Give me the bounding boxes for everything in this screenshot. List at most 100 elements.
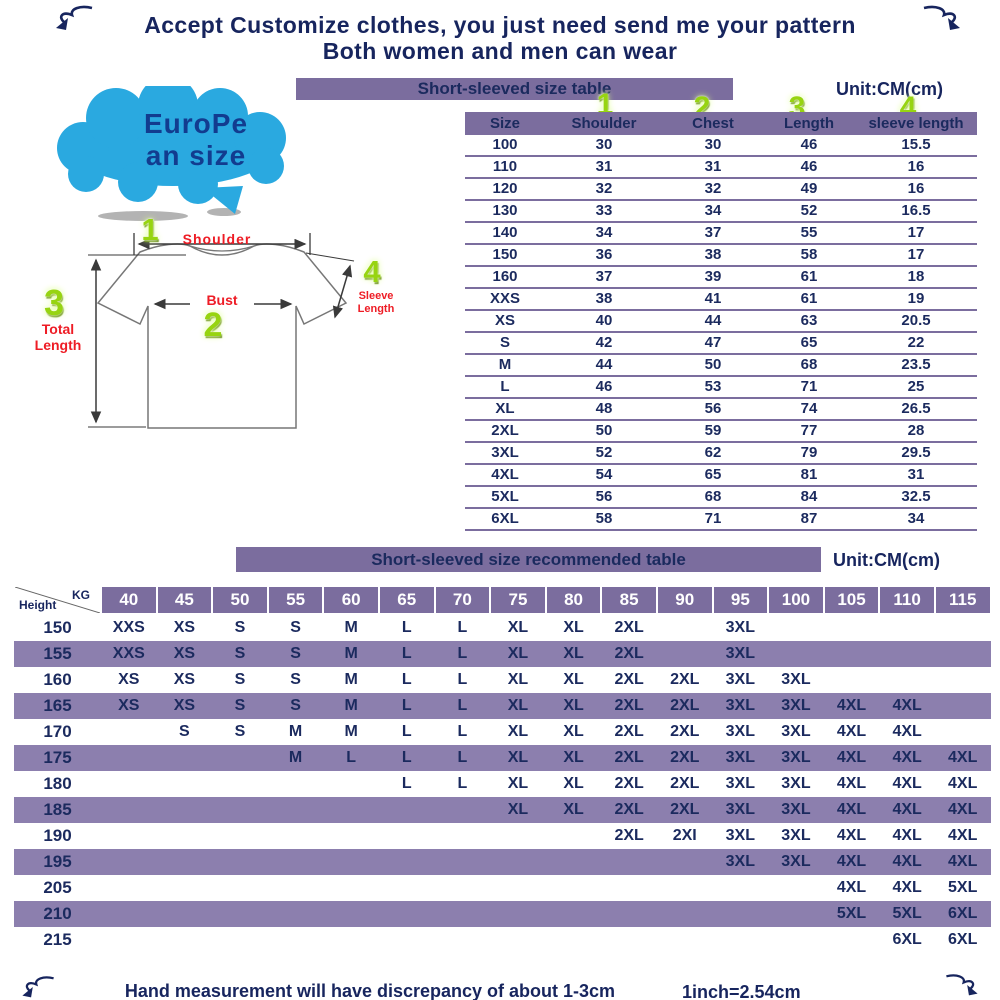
size-table-cell: 81 <box>763 464 855 487</box>
size-table-cell: 49 <box>763 178 855 201</box>
recommend-size-cell: L <box>434 693 491 719</box>
recommend-size-cell: 2XL <box>614 827 644 844</box>
recommend-size-cell: XS <box>101 693 157 719</box>
recommend-table-row: 205 4XL 4XL 5XL <box>14 875 991 901</box>
size-table-cell: 37 <box>663 222 763 245</box>
recommend-size-cell <box>101 719 157 745</box>
recommend-size-cell: XL <box>563 723 584 740</box>
recommend-table-row: 190 2XL 2XI 3XL 3XL 4XL 4XL 4XL <box>14 823 991 849</box>
size-table-cell: XXS <box>465 288 545 311</box>
recommend-size-cell: S <box>234 723 246 740</box>
recommend-size-cell <box>101 875 157 901</box>
recommend-size-cell <box>824 927 880 953</box>
height-label-cell: 165 <box>14 693 101 719</box>
recommend-size-cell <box>435 875 491 901</box>
recommend-size-cell: XL <box>545 797 602 823</box>
height-label-cell: 175 <box>14 745 101 771</box>
size-table-cell: 16 <box>855 178 977 201</box>
weight-header-cell: 75 <box>489 585 547 615</box>
recommend-table-row: 150 XXS XS S S M L L XL XL 2XL 3XL <box>14 614 991 641</box>
size-table-cell: 65 <box>763 332 855 355</box>
recommend-size-cell: 2XL <box>670 723 700 740</box>
recommend-size-cell: 3XL <box>725 619 755 636</box>
total-length-label-line2: Length <box>34 337 82 353</box>
size-col-header: Size <box>465 112 545 135</box>
recommend-size-cell <box>713 875 769 901</box>
recommend-size-cell: M <box>323 693 379 719</box>
recommend-size-cell <box>435 823 491 849</box>
recommend-size-cell <box>768 901 824 927</box>
recommend-size-cell: 4XL <box>934 797 991 823</box>
recommend-size-cell: XL <box>507 775 529 792</box>
recommend-table-row: 175 M L L L XL XL 2XL 2XL 3XL 3XL 4XL 4XL 4XL <box>14 745 991 771</box>
recommend-size-cell: 5XL <box>879 901 935 927</box>
size-table-cell: 41 <box>663 288 763 311</box>
recommend-size-cell <box>267 797 324 823</box>
size-table-cell: 62 <box>663 442 763 465</box>
size-table-cell: 130 <box>465 200 545 223</box>
recommend-size-cell: S <box>234 671 246 688</box>
recommend-size-cell: 3XL <box>768 797 824 823</box>
height-label-cell: 210 <box>14 901 101 927</box>
recommend-size-cell <box>379 823 435 849</box>
recommend-table-row: 155 XXS XS S S M L L XL XL 2XL 3XL <box>14 641 991 667</box>
recommend-size-cell: 2XL <box>601 693 657 719</box>
size-table-cell: 79 <box>763 442 855 465</box>
shoulder-col-header: Shoulder <box>545 112 663 135</box>
cloud-text-line1: EuroPe <box>143 108 249 139</box>
recommend-size-cell: 3XL <box>725 827 755 844</box>
recommend-size-cell: 3XL <box>712 849 769 875</box>
recommend-table-row: 170 S S M M L L XL XL 2XL 2XL 3XL 3XL 4XL 4XL <box>14 719 991 745</box>
recommend-size-cell: 4XL <box>823 849 880 875</box>
recommend-size-cell: 2XL <box>614 775 644 792</box>
recommend-size-cell <box>824 614 880 641</box>
recommend-size-cell: L <box>323 745 379 771</box>
size-table-cell: 77 <box>763 420 855 443</box>
recommend-size-cell <box>768 927 824 953</box>
recommend-size-cell <box>212 823 268 849</box>
height-label-cell: 155 <box>14 641 101 667</box>
weight-header-row: KG Height 40 45 50 55 60 65 70 75 80 85 90 95 100 105… <box>13 585 992 615</box>
recommend-size-cell <box>434 849 491 875</box>
size-table-cell: 22 <box>855 332 977 355</box>
decor-arrow-bottom-right-icon <box>946 974 978 996</box>
recommend-size-cell: 3XL <box>712 745 769 771</box>
recommend-size-cell <box>212 927 268 953</box>
size-table-cell: 65 <box>663 464 763 487</box>
recommend-size-cell <box>101 927 157 953</box>
size-table-cell: 44 <box>663 310 763 333</box>
recommend-size-cell: 3XL <box>781 827 811 844</box>
recommend-size-cell: XL <box>545 745 602 771</box>
recommend-size-cell <box>323 849 379 875</box>
size-table-cell: 59 <box>663 420 763 443</box>
recommend-size-cell: 2XL <box>614 619 644 636</box>
recommend-size-cell: 2XL <box>670 671 700 688</box>
recommend-size-cell <box>935 614 991 641</box>
size-table-cell: 56 <box>663 398 763 421</box>
size-table-cell: 63 <box>763 310 855 333</box>
height-label-cell: 185 <box>14 797 101 823</box>
size-table-cell: 3XL <box>465 442 545 465</box>
size-table-cell: 46 <box>763 156 855 179</box>
recommend-size-cell: 3XL <box>781 671 811 688</box>
recommend-size-cell <box>657 927 713 953</box>
recommend-size-cell: 4XL <box>892 723 922 740</box>
recommend-size-cell: 3XL <box>781 775 811 792</box>
recommend-size-cell <box>212 901 268 927</box>
size-table-body: 100 30 30 46 15.5 110 31 31 46 16 120 32 32 49 16 130 33… <box>465 135 977 531</box>
size-table-cell: 87 <box>763 508 855 531</box>
size-table-cell: XL <box>465 398 545 421</box>
size-table-cell: 54 <box>545 464 663 487</box>
weight-header-cell: 85 <box>600 585 658 615</box>
size-table-cell: 37 <box>545 266 663 289</box>
size-table-row: XL 48 56 74 26.5 <box>465 398 977 421</box>
recommend-size-cell: 6XL <box>892 931 922 948</box>
size-table-cell: 26.5 <box>855 398 977 421</box>
recommend-size-cell: 4XL <box>823 797 880 823</box>
size-table-cell: 36 <box>545 244 663 267</box>
size-table-cell: 38 <box>663 244 763 267</box>
shoulder-label: Shoulder <box>182 231 252 247</box>
size-table-cell: 58 <box>763 244 855 267</box>
size-table: Size Shoulder Chest Length sleeve length… <box>465 112 977 531</box>
height-label-cell: 170 <box>43 722 72 741</box>
